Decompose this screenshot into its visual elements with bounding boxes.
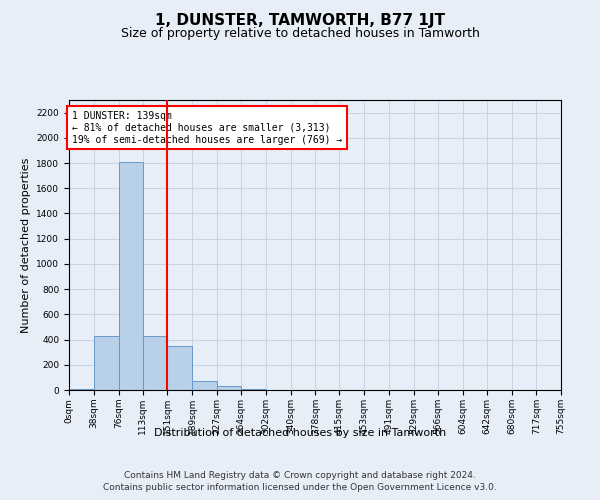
Text: 1 DUNSTER: 139sqm
← 81% of detached houses are smaller (3,313)
19% of semi-detac: 1 DUNSTER: 139sqm ← 81% of detached hous…	[72, 112, 343, 144]
Bar	[94, 336, 119, 390]
Bar	[192, 380, 217, 390]
Bar	[143, 336, 167, 390]
Text: Contains public sector information licensed under the Open Government Licence v3: Contains public sector information licen…	[103, 484, 497, 492]
Text: Distribution of detached houses by size in Tamworth: Distribution of detached houses by size …	[154, 428, 446, 438]
Bar	[69, 388, 94, 390]
Y-axis label: Number of detached properties: Number of detached properties	[21, 158, 31, 332]
Text: Contains HM Land Registry data © Crown copyright and database right 2024.: Contains HM Land Registry data © Crown c…	[124, 471, 476, 480]
Bar	[119, 162, 143, 390]
Text: 1, DUNSTER, TAMWORTH, B77 1JT: 1, DUNSTER, TAMWORTH, B77 1JT	[155, 12, 445, 28]
Text: Size of property relative to detached houses in Tamworth: Size of property relative to detached ho…	[121, 28, 479, 40]
Bar	[167, 346, 192, 390]
Bar	[217, 386, 241, 390]
